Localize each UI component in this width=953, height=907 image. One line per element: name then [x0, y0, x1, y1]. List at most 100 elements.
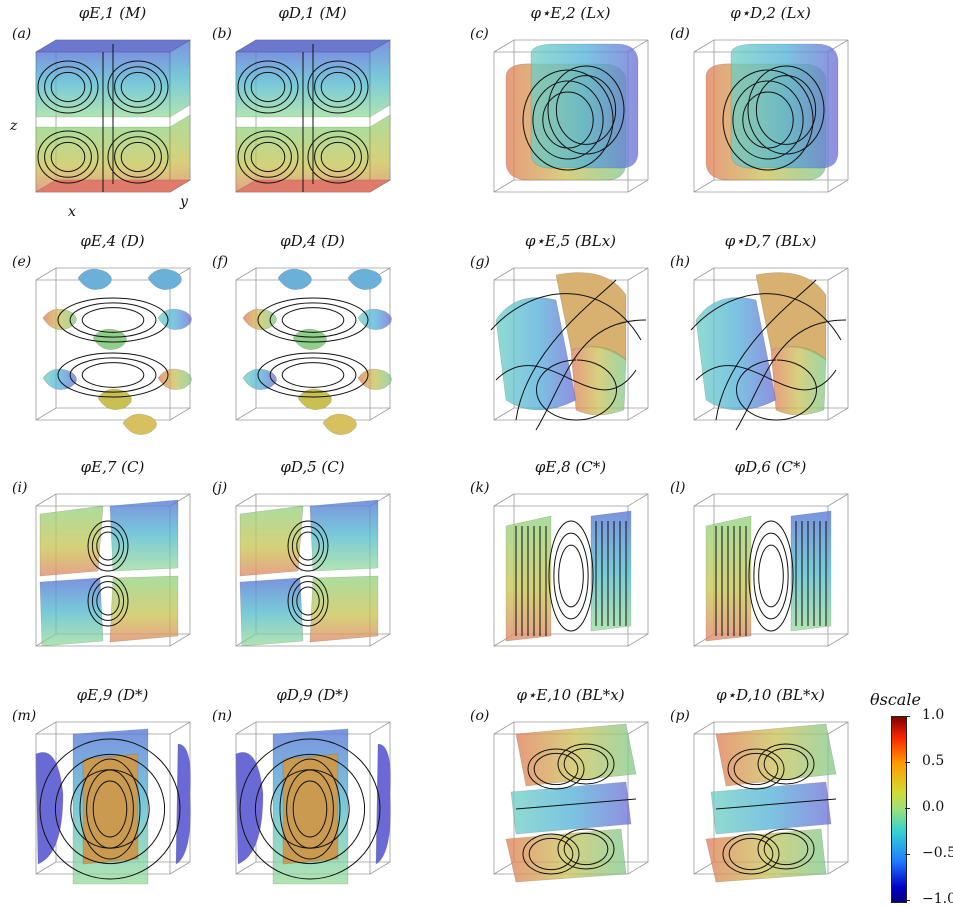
mode-rendering	[235, 721, 391, 885]
panel-j: φD,5 (C) (j)	[210, 458, 415, 665]
mode-rendering	[693, 721, 849, 883]
panel-title: φ⋆D,2 (Lx)	[730, 4, 811, 22]
panel-b: φD,1 (M) (b)	[210, 4, 415, 211]
isosurface	[77, 268, 112, 290]
panel-f: φD,4 (D) (f)	[210, 232, 415, 439]
mode-rendering	[35, 267, 192, 435]
panel-m: φE,9 (D*) (m)	[10, 686, 215, 893]
streamlines	[722, 65, 825, 171]
streamlines	[37, 44, 169, 192]
panel-label: (k)	[470, 480, 490, 496]
panel-title: φ⋆D,7 (BLx)	[724, 232, 817, 250]
isosurface	[175, 743, 191, 865]
isosurface	[239, 505, 304, 577]
colorbar-tick-mark	[905, 716, 910, 717]
panel-e: φE,4 (D) (e)	[10, 232, 215, 439]
streamlines	[715, 520, 827, 636]
isosurface	[109, 499, 179, 572]
panel-title: φD,1 (M)	[278, 4, 347, 22]
streamlines	[515, 743, 637, 875]
y-axis-label: y	[180, 194, 188, 210]
panel-g: φ⋆E,5 (BLx) (g)	[468, 232, 673, 439]
panel-n: φD,9 (D*) (n)	[210, 686, 415, 893]
panel-title: φE,7 (C)	[80, 458, 145, 476]
streamlines	[239, 738, 381, 880]
streamlines	[237, 44, 369, 192]
isosurface	[242, 308, 277, 330]
mode-rendering	[493, 493, 649, 647]
streamlines	[690, 279, 847, 431]
isosurface	[234, 179, 392, 193]
isosurface	[157, 368, 192, 390]
isosurface	[375, 743, 391, 865]
panel-title: φD,4 (D)	[280, 232, 345, 250]
isosurface	[39, 577, 104, 647]
isosurface	[770, 346, 827, 416]
isosurface	[239, 577, 304, 647]
colorbar-tick-mark	[905, 762, 910, 763]
isosurface	[169, 39, 191, 118]
panel-label: (i)	[12, 480, 28, 496]
colorbar-tick-mark	[905, 808, 910, 809]
isosurface	[530, 43, 639, 169]
mode-rendering	[490, 267, 649, 431]
panel-title: φ⋆E,2 (Lx)	[530, 4, 611, 22]
isosurface	[92, 328, 127, 350]
panel-label: (c)	[470, 26, 489, 42]
cube-frame	[235, 267, 391, 421]
panel-title: φE,4 (D)	[80, 232, 145, 250]
colorbar-tick-mark	[905, 854, 910, 855]
isosurface	[369, 39, 391, 118]
panel-c: φ⋆E,2 (Lx) (c)	[468, 4, 673, 211]
panel-title: φ⋆D,10 (BL*x)	[716, 686, 825, 704]
isosurface	[277, 268, 312, 290]
isosurface	[590, 510, 632, 632]
mode-rendering	[235, 493, 391, 647]
panel-title: φD,5 (C)	[280, 458, 345, 476]
mode-rendering	[35, 721, 191, 885]
panel-o: φ⋆E,10 (BL*x) (o)	[468, 686, 673, 893]
mode-rendering	[234, 39, 392, 193]
isosurface	[35, 752, 64, 865]
panel-p: φ⋆D,10 (BL*x) (p)	[668, 686, 873, 893]
mode-rendering	[693, 39, 849, 193]
panel-title: φD,9 (D*)	[276, 686, 349, 704]
panel-title: φE,9 (D*)	[76, 686, 149, 704]
panel-a: φE,1 (M) (a)	[10, 4, 215, 211]
colorbar	[891, 716, 907, 903]
streamlines	[257, 297, 369, 398]
isosurface	[510, 781, 632, 835]
panel-label: (l)	[670, 480, 686, 496]
streamlines	[515, 520, 627, 636]
mode-rendering	[34, 39, 192, 193]
panel-label: (f)	[212, 254, 229, 270]
isosurface	[297, 388, 332, 410]
isosurface	[710, 781, 832, 835]
isosurface	[309, 499, 379, 572]
streamlines	[87, 520, 129, 627]
colorbar-tick-label: 0.0	[922, 799, 945, 815]
panel-label: (m)	[12, 708, 37, 724]
isosurface	[42, 308, 77, 330]
panel-label: (a)	[12, 26, 32, 42]
x-axis-label: x	[68, 204, 76, 220]
colorbar-tick-mark	[905, 900, 910, 901]
isosurface	[97, 388, 132, 410]
panel-title: φE,1 (M)	[78, 4, 147, 22]
isosurface	[730, 43, 839, 169]
panel-title: φ⋆E,10 (BL*x)	[516, 686, 625, 704]
isosurface	[292, 328, 327, 350]
mode-rendering	[235, 267, 392, 435]
streamlines	[57, 297, 169, 398]
isosurface	[122, 413, 157, 435]
panel-label: (b)	[212, 26, 232, 42]
mode-rendering	[35, 493, 191, 647]
isosurface	[109, 575, 179, 643]
panel-title: φ⋆E,5 (BLx)	[524, 232, 617, 250]
panel-l: φD,6 (C*) (l)	[668, 458, 873, 665]
panel-label: (g)	[470, 254, 490, 270]
isosurface	[357, 368, 392, 390]
colorbar-tick-label: 0.5	[922, 753, 945, 769]
colorbar-tick-label: 1.0	[922, 707, 945, 723]
panel-label: (n)	[212, 708, 232, 724]
